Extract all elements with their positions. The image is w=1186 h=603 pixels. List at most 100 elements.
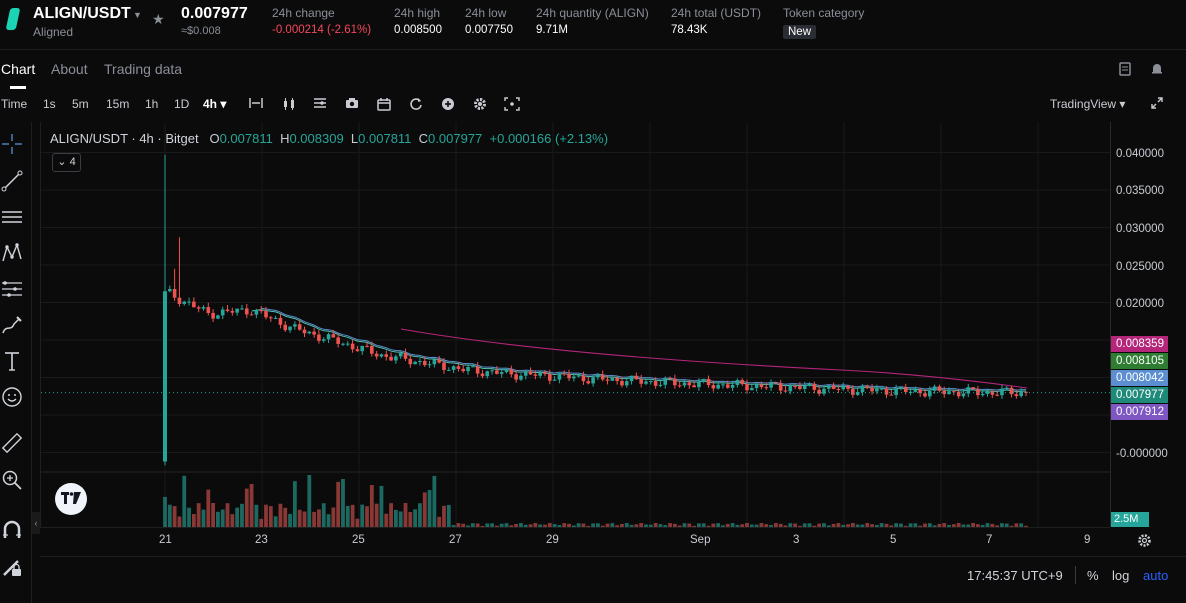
alert-bell-icon[interactable] — [1150, 62, 1164, 76]
candle-body — [677, 385, 682, 387]
expand-icon[interactable] — [1149, 97, 1165, 113]
interval-1s[interactable]: 1s — [43, 97, 56, 111]
tab-about[interactable]: About — [51, 61, 88, 77]
utc-clock[interactable]: 17:45:37 UTC+9 — [967, 568, 1063, 583]
volume-bar — [172, 506, 177, 527]
candle-body — [860, 386, 865, 393]
candle-body — [649, 381, 653, 383]
time-axis[interactable] — [40, 527, 1110, 555]
zoom-in-icon[interactable] — [0, 469, 24, 493]
price-tick: 0.030000 — [1116, 223, 1164, 235]
volume-bar — [745, 523, 749, 527]
candle-body — [398, 352, 403, 357]
candle-body — [1019, 391, 1023, 397]
candle-body — [206, 307, 211, 313]
category-badge: New — [783, 25, 817, 39]
volume-bar — [519, 523, 523, 527]
tab-trading-data[interactable]: Trading data — [104, 61, 183, 77]
candle-type-icon[interactable] — [281, 97, 297, 113]
tradingview-logo-icon[interactable] — [55, 483, 87, 515]
indicators-icon[interactable] — [312, 97, 328, 113]
candle-body — [297, 324, 302, 330]
camera-icon[interactable] — [344, 97, 360, 113]
price-axis[interactable] — [1110, 122, 1186, 527]
text-tool-icon[interactable] — [0, 350, 24, 374]
chart-toolbar: Time 1s 5m 15m 1h 1D 4h ▾ TradingView ▾ — [0, 92, 1186, 120]
favorite-star-icon[interactable]: ★ — [152, 11, 165, 27]
volume-bar — [615, 525, 620, 527]
volume-bar — [754, 524, 759, 527]
notes-icon[interactable] — [1118, 62, 1132, 76]
volume-bar — [446, 504, 451, 527]
candle-body — [504, 369, 509, 373]
trend-line-icon[interactable] — [0, 170, 24, 194]
candle-body — [475, 366, 480, 374]
interval-5m[interactable]: 5m — [72, 97, 89, 111]
candle-body — [235, 308, 239, 313]
log-scale-button[interactable]: log — [1112, 568, 1130, 583]
interval-time[interactable]: Time — [1, 97, 28, 111]
indicators-toggle[interactable]: ⌄ 4 — [52, 153, 81, 172]
candle-body — [899, 387, 903, 389]
pattern-tool-icon[interactable] — [0, 242, 24, 266]
candle-body — [288, 326, 292, 331]
chart-settings-icon[interactable] — [1137, 533, 1152, 551]
pair-name[interactable]: ALIGN/USDT — [33, 5, 131, 22]
tab-chart[interactable]: Chart — [1, 61, 36, 77]
emoji-icon[interactable] — [0, 386, 24, 410]
volume-bar — [249, 483, 254, 527]
chart-pane[interactable] — [40, 122, 1111, 527]
horizontal-lines-icon[interactable] — [0, 206, 24, 230]
last-price-usd: ≈$0.008 — [181, 25, 221, 37]
candle-body — [600, 374, 605, 380]
settings-gear-icon[interactable] — [472, 97, 488, 113]
candle-body — [629, 375, 634, 382]
magnet-icon[interactable] — [0, 519, 24, 543]
reset-icon[interactable] — [408, 97, 424, 113]
pair-dropdown-icon[interactable]: ▼ — [133, 10, 142, 20]
percent-scale-button[interactable]: % — [1087, 568, 1099, 583]
volume-bar — [692, 525, 697, 527]
stat-label: 24h high — [394, 6, 441, 20]
compare-icon[interactable] — [248, 97, 264, 113]
price-tick: 0.035000 — [1116, 185, 1164, 197]
volume-bar — [879, 523, 884, 527]
interval-1h[interactable]: 1h — [145, 97, 159, 111]
add-icon[interactable] — [440, 97, 456, 113]
stat-value: -0.000214 (-2.61%) — [272, 24, 372, 36]
volume-bar — [610, 523, 615, 527]
volume-bar — [624, 523, 629, 527]
candle-body — [870, 388, 874, 392]
candle-body — [1009, 387, 1014, 395]
collapse-toolbar-button[interactable]: ‹ — [32, 512, 40, 534]
chart-provider-select[interactable]: TradingView ▾ — [1050, 97, 1126, 111]
volume-bar — [509, 525, 514, 527]
candle-body — [249, 314, 254, 316]
interval-1d[interactable]: 1D — [174, 97, 190, 111]
candle-body — [793, 385, 797, 387]
calendar-icon[interactable] — [376, 97, 392, 113]
volume-bar — [499, 523, 504, 527]
ruler-icon[interactable] — [0, 432, 24, 456]
volume-bar — [730, 523, 735, 527]
fib-tool-icon[interactable] — [0, 278, 24, 302]
volume-bar — [288, 513, 292, 527]
volume-bar — [769, 525, 773, 527]
lock-drawing-icon[interactable] — [0, 556, 24, 580]
candle-body — [846, 385, 850, 389]
candle-body — [384, 354, 389, 357]
candle-body — [514, 374, 518, 380]
auto-scale-button[interactable]: auto — [1143, 568, 1169, 583]
stat-24h-quantity: 24h quantity (ALIGN) 9.71M — [536, 6, 649, 36]
brush-icon[interactable] — [0, 314, 24, 338]
fullscreen-select-icon[interactable] — [504, 97, 520, 113]
candle-body — [923, 393, 927, 397]
volume-bar — [312, 511, 317, 527]
crosshair-icon[interactable] — [0, 133, 24, 157]
volume-bar — [494, 525, 499, 527]
candle-body — [442, 362, 446, 371]
candle-body — [990, 391, 995, 395]
candle-body — [480, 373, 485, 377]
interval-4h[interactable]: 4h ▾ — [203, 97, 227, 111]
interval-15m[interactable]: 15m — [106, 97, 130, 111]
